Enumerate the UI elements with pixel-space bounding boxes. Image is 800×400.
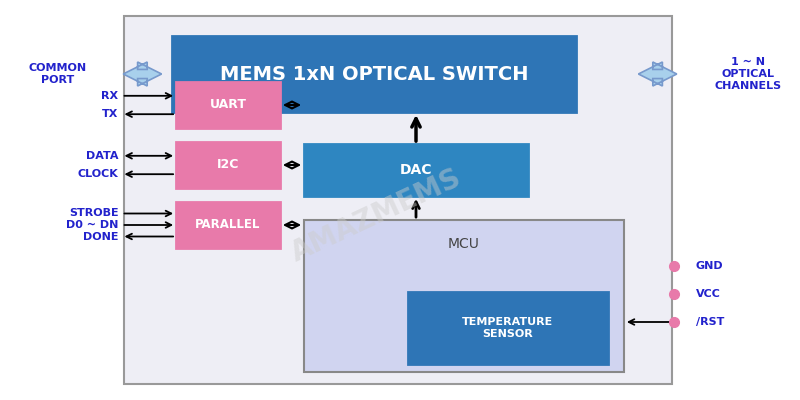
Text: MEMS 1xN OPTICAL SWITCH: MEMS 1xN OPTICAL SWITCH [220,64,528,84]
Text: COMMON
PORT: COMMON PORT [29,63,86,85]
FancyBboxPatch shape [176,82,280,128]
Text: GND: GND [696,261,724,271]
Text: PARALLEL: PARALLEL [195,218,261,232]
Text: DAC: DAC [400,163,432,177]
Text: 1 ~ N
OPTICAL
CHANNELS: 1 ~ N OPTICAL CHANNELS [714,57,782,91]
FancyBboxPatch shape [176,142,280,188]
Text: UART: UART [210,98,246,112]
Text: TX: TX [102,109,118,119]
FancyBboxPatch shape [408,292,608,364]
FancyBboxPatch shape [176,202,280,248]
Polygon shape [638,62,677,86]
Text: RX: RX [102,91,118,101]
Text: STROBE: STROBE [69,208,118,218]
Polygon shape [123,62,162,86]
Text: CLOCK: CLOCK [78,169,118,179]
Text: DATA: DATA [86,151,118,161]
FancyBboxPatch shape [172,36,576,112]
Text: TEMPERATURE
SENSOR: TEMPERATURE SENSOR [462,317,554,339]
Text: I2C: I2C [217,158,239,172]
FancyBboxPatch shape [124,16,672,384]
FancyBboxPatch shape [304,144,528,196]
Text: MCU: MCU [448,237,480,251]
Text: DONE: DONE [83,232,118,242]
Text: D0 ~ DN: D0 ~ DN [66,220,118,230]
Text: VCC: VCC [696,289,721,299]
Text: AMAZMEMS: AMAZMEMS [286,164,466,268]
FancyBboxPatch shape [304,220,624,372]
Text: /RST: /RST [696,317,724,327]
